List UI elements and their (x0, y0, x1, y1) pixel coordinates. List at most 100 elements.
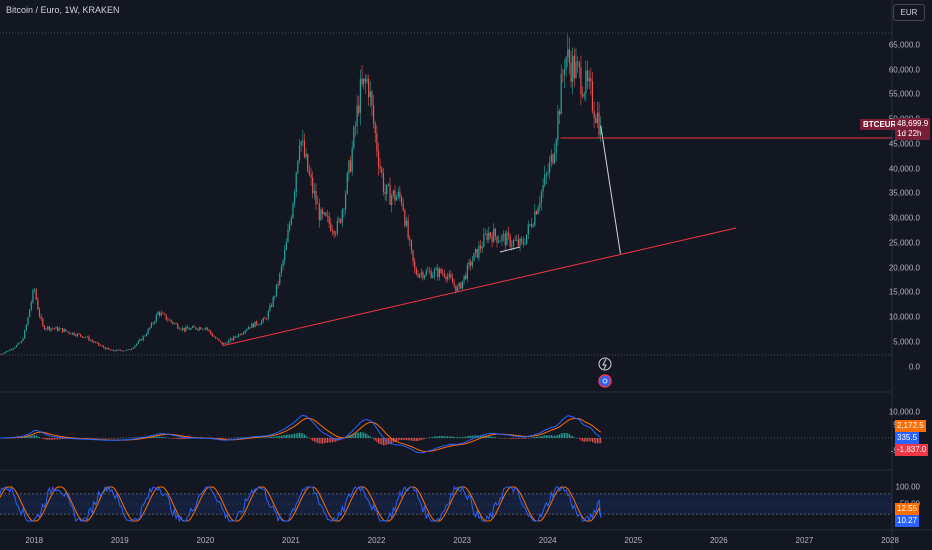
macd-histogram-bar (188, 438, 190, 439)
macd-histogram-bar (24, 437, 26, 438)
candle-body (558, 111, 561, 115)
candle-body (328, 216, 330, 224)
stoch-rsi-pane (0, 485, 892, 523)
candle-body (498, 240, 500, 243)
current-price-label: 48,699.9 1d 22h (895, 118, 931, 140)
macd-histogram-bar (50, 438, 52, 440)
candle-body (524, 243, 526, 245)
candle-body (351, 147, 353, 172)
lightning-icon[interactable] (598, 357, 612, 371)
macd-histogram-bar (220, 438, 222, 439)
macd-histogram-bar (587, 438, 589, 442)
macd-histogram-bar (524, 438, 526, 439)
candle-body (349, 160, 352, 172)
macd-histogram-bar (471, 435, 473, 438)
macd-histogram-bar (560, 433, 562, 438)
candle-body (598, 112, 600, 135)
macd-histogram-bar (323, 438, 325, 444)
time-axis-label: 2025 (624, 536, 643, 545)
candle-body (522, 241, 524, 245)
candle-body (4, 352, 6, 354)
candle-body (591, 81, 594, 111)
macd-histogram-bar (48, 438, 50, 440)
candle-body (282, 260, 284, 267)
candle-body (338, 219, 340, 221)
time-axis-label: 2020 (196, 536, 215, 545)
candle-body (12, 348, 14, 350)
time-axis-label: 2028 (881, 536, 899, 545)
candle-body (295, 172, 297, 192)
candle-body (333, 231, 335, 235)
macd-histogram-bar (331, 438, 333, 443)
macd-histogram-bar (488, 436, 490, 438)
candle-body (55, 327, 57, 329)
candle-body (267, 311, 269, 319)
macd-histogram-bar (303, 434, 305, 438)
dividend-icon[interactable] (598, 374, 612, 388)
candle-body (320, 209, 322, 221)
candle-body (298, 145, 301, 161)
candle-body (547, 172, 549, 174)
time-axis-label: 2019 (110, 536, 129, 545)
macd-histogram-bar (494, 437, 496, 438)
candle-body (479, 245, 482, 249)
candle-body (382, 172, 385, 192)
candle-body (496, 236, 498, 243)
macd-histogram-bar (275, 436, 277, 438)
macd-histogram-bar (267, 437, 269, 438)
candle-body (140, 339, 143, 341)
macd-value-tag: -1,837.0 (895, 444, 929, 456)
macd-histogram-bar (514, 438, 516, 439)
candle-body (249, 327, 251, 328)
macd-histogram-bar (297, 433, 299, 438)
candle-body (157, 312, 159, 315)
candle-body (251, 323, 253, 328)
candle-body (307, 154, 309, 172)
macd-histogram-bar (578, 438, 580, 440)
macd-histogram-bar (486, 435, 488, 438)
candle-body (66, 331, 69, 332)
macd-histogram-bar (241, 437, 243, 438)
macd-histogram-bar (509, 438, 511, 439)
macd-histogram-bar (305, 435, 307, 438)
macd-histogram-bar (177, 438, 179, 439)
candle-body (550, 154, 552, 162)
candle-body (173, 323, 176, 324)
candle-body (417, 274, 419, 278)
macd-histogram-bar (516, 438, 518, 439)
candle-body (195, 327, 197, 330)
candle-body (423, 275, 426, 279)
candle-body (386, 184, 388, 195)
small-drawing-line (499, 246, 521, 253)
macd-histogram-bar (552, 435, 554, 438)
currency-button[interactable]: EUR (893, 4, 925, 21)
macd-histogram-bar (155, 436, 157, 438)
macd-histogram-bar (412, 438, 414, 441)
candle-body (117, 349, 120, 351)
candle-body (377, 151, 380, 167)
candle-body (147, 329, 149, 335)
candle-body (223, 342, 225, 345)
macd-histogram-bar (45, 438, 47, 440)
candle-body (182, 327, 184, 330)
candle-body (397, 191, 399, 197)
macd-histogram-bar (445, 436, 447, 438)
candle-body (502, 234, 505, 236)
macd-histogram-bar (374, 438, 376, 441)
macd-histogram-bar (493, 436, 495, 438)
macd-value-tag: 335.5 (895, 432, 920, 444)
macd-histogram-bar (272, 436, 274, 438)
candle-body (549, 161, 551, 173)
macd-histogram-bar (32, 435, 34, 438)
candle-body (1, 353, 3, 355)
candle-body (590, 78, 592, 82)
candle-body (363, 78, 365, 85)
macd-histogram-bar (262, 437, 264, 438)
candle-body (303, 140, 306, 157)
candle-body (170, 319, 172, 322)
candle-body (29, 309, 31, 318)
macd-histogram-bar (259, 437, 261, 438)
macd-histogram-bar (351, 434, 353, 438)
candle-body (450, 274, 452, 278)
